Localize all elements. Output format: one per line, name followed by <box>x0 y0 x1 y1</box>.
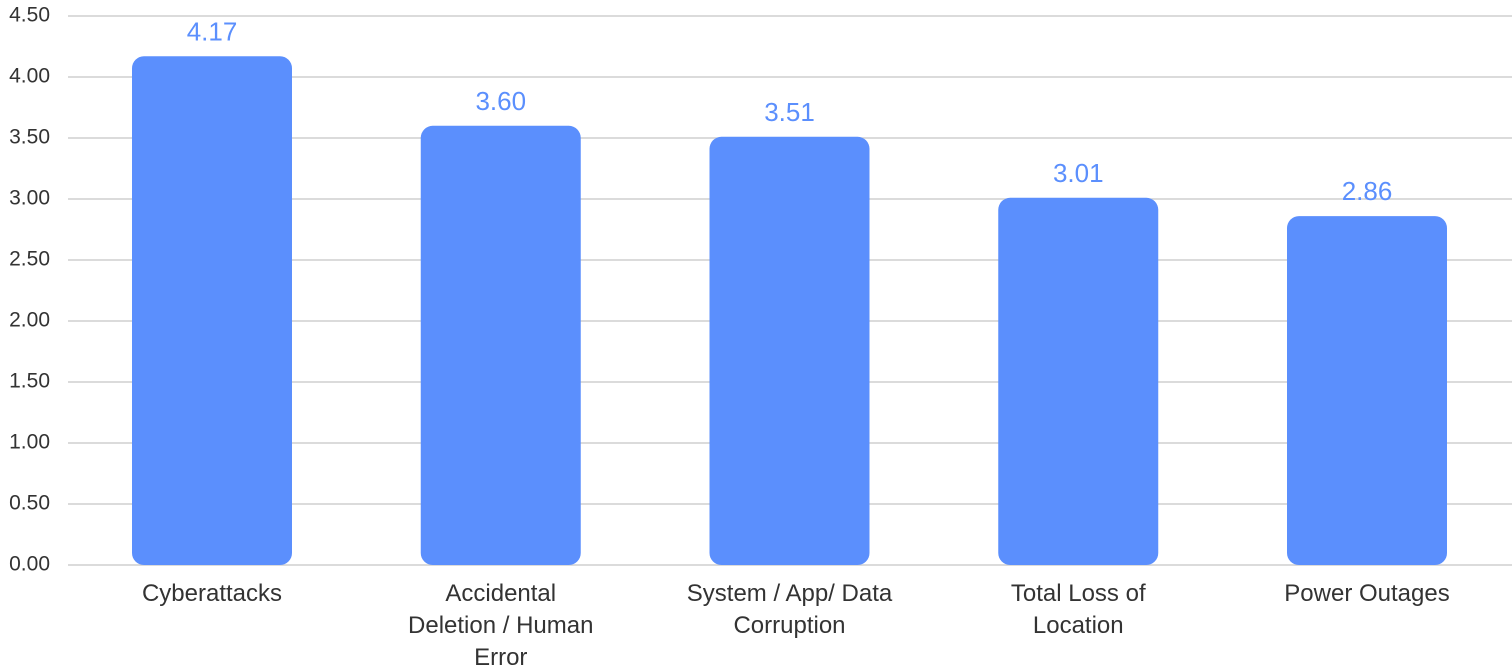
x-tick-label-line: Location <box>1033 612 1124 639</box>
x-tick-label-line: Accidental <box>445 580 556 607</box>
x-tick-label: Cyberattacks <box>142 580 282 607</box>
y-tick-label: 4.50 <box>9 4 50 27</box>
y-tick-label: 1.00 <box>9 431 50 454</box>
x-tick-label: Accidental Deletion / Human Error <box>408 580 593 671</box>
y-axis: 0.00 0.50 1.00 1.50 2.00 2.50 3.00 3.50 4.00 4.50 <box>9 4 50 576</box>
y-tick-label: 0.00 <box>9 553 50 576</box>
bar-2 <box>709 136 870 565</box>
bar-value-label: 3.01 <box>1053 158 1104 188</box>
x-tick-label: Total Loss of Location <box>1011 580 1146 639</box>
y-tick-label: 4.00 <box>9 65 50 88</box>
x-tick-label-line: Power Outages <box>1284 580 1449 607</box>
x-tick-label-line: Cyberattacks <box>142 580 282 607</box>
x-tick-label-line: System / App/ Data <box>687 580 893 607</box>
x-tick-label-line: Corruption <box>733 612 845 639</box>
data-labels: 4.17 3.60 3.51 3.01 2.86 <box>187 16 1393 206</box>
y-tick-label: 1.50 <box>9 370 50 393</box>
bar-value-label: 4.17 <box>187 16 238 46</box>
bar-4 <box>1287 216 1447 565</box>
x-axis: Cyberattacks Accidental Deletion / Human Er… <box>142 580 1450 671</box>
x-tick-label-line: Deletion / Human <box>408 612 593 639</box>
bar-0 <box>132 56 292 565</box>
y-tick-label: 3.00 <box>9 187 50 210</box>
x-tick-label: System / App/ Data Corruption <box>687 580 893 639</box>
bar-3 <box>998 197 1159 565</box>
y-tick-label: 2.50 <box>9 248 50 271</box>
bar-value-label: 3.51 <box>764 97 815 127</box>
y-tick-label: 2.00 <box>9 309 50 332</box>
x-tick-label-line: Total Loss of <box>1011 580 1146 607</box>
x-tick-label: Power Outages <box>1284 580 1449 607</box>
bar-value-label: 2.86 <box>1342 176 1393 206</box>
bar-1 <box>420 125 581 566</box>
bar-value-label: 3.60 <box>475 86 526 116</box>
y-tick-label: 0.50 <box>9 492 50 515</box>
x-tick-label-line: Error <box>474 644 527 671</box>
y-tick-label: 3.50 <box>9 126 50 149</box>
bars <box>132 56 1447 566</box>
